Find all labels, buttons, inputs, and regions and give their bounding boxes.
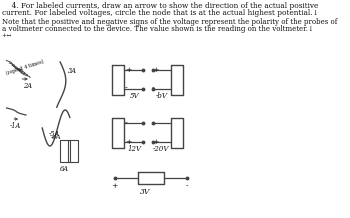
Text: 12V: 12V [127, 145, 141, 153]
Text: -6A: -6A [50, 135, 61, 140]
Text: +: + [125, 66, 132, 74]
Text: -5A: -5A [49, 130, 60, 138]
Text: (repeat 4 times): (repeat 4 times) [5, 59, 44, 76]
Text: Note that the positive and negative signs of the voltage represent the polarity : Note that the positive and negative sign… [2, 18, 337, 26]
Text: +: + [111, 182, 118, 190]
Text: -: - [185, 182, 188, 190]
Text: -: - [152, 84, 155, 92]
Text: +↔: +↔ [2, 33, 12, 38]
Text: a voltmeter connected to the device. The value shown is the reading on the voltm: a voltmeter connected to the device. The… [2, 25, 314, 33]
Text: -bV: -bV [156, 92, 168, 100]
Text: -1A: -1A [10, 122, 21, 130]
Text: +: + [152, 138, 158, 146]
Text: 3V: 3V [139, 188, 150, 196]
Text: -: - [152, 119, 155, 127]
Text: 2A: 2A [23, 82, 32, 90]
Text: -: - [125, 84, 128, 92]
Text: -: - [125, 119, 128, 127]
Text: 5V: 5V [130, 92, 140, 100]
Text: current. For labeled voltages, circle the node that is at the actual highest pot: current. For labeled voltages, circle th… [2, 9, 318, 17]
Text: 3A: 3A [68, 67, 76, 75]
Text: +: + [125, 138, 132, 146]
Text: 6A: 6A [60, 165, 69, 173]
Text: +: + [152, 66, 158, 74]
Text: -20V: -20V [153, 145, 169, 153]
Text: 4. For labeled currents, draw an arrow to show the direction of the actual posit: 4. For labeled currents, draw an arrow t… [2, 2, 318, 10]
